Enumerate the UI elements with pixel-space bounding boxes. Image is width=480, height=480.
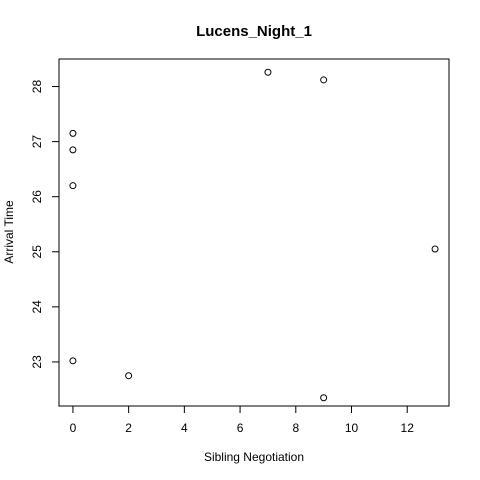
x-tick-label: 2 xyxy=(125,421,132,435)
y-tick-label: 24 xyxy=(30,300,44,314)
data-point xyxy=(69,357,77,365)
x-tick-label: 8 xyxy=(292,421,299,435)
data-point xyxy=(320,394,328,402)
x-axis: 0 2 4 6 8 10 12 xyxy=(70,405,415,435)
data-point xyxy=(69,146,77,154)
x-axis-label: Sibling Negotiation xyxy=(204,450,304,464)
data-point xyxy=(69,182,77,190)
data-point xyxy=(320,76,328,84)
y-tick-label: 23 xyxy=(30,355,44,369)
x-tick-label: 10 xyxy=(345,421,359,435)
data-points xyxy=(69,68,439,402)
y-tick-label: 26 xyxy=(30,190,44,204)
y-axis-label: Arrival Time xyxy=(2,200,16,264)
y-tick-label: 27 xyxy=(30,135,44,149)
data-point xyxy=(264,68,272,76)
y-axis: 23 24 25 26 27 28 xyxy=(30,80,60,369)
y-tick-label: 25 xyxy=(30,245,44,259)
chart-title: Lucens_Night_1 xyxy=(196,23,312,40)
y-tick-label: 28 xyxy=(30,80,44,94)
data-point xyxy=(69,129,77,137)
x-tick-label: 12 xyxy=(401,421,415,435)
x-tick-label: 0 xyxy=(70,421,77,435)
data-point xyxy=(431,245,439,253)
x-tick-label: 6 xyxy=(237,421,244,435)
data-point xyxy=(125,372,133,380)
x-tick-label: 4 xyxy=(181,421,188,435)
